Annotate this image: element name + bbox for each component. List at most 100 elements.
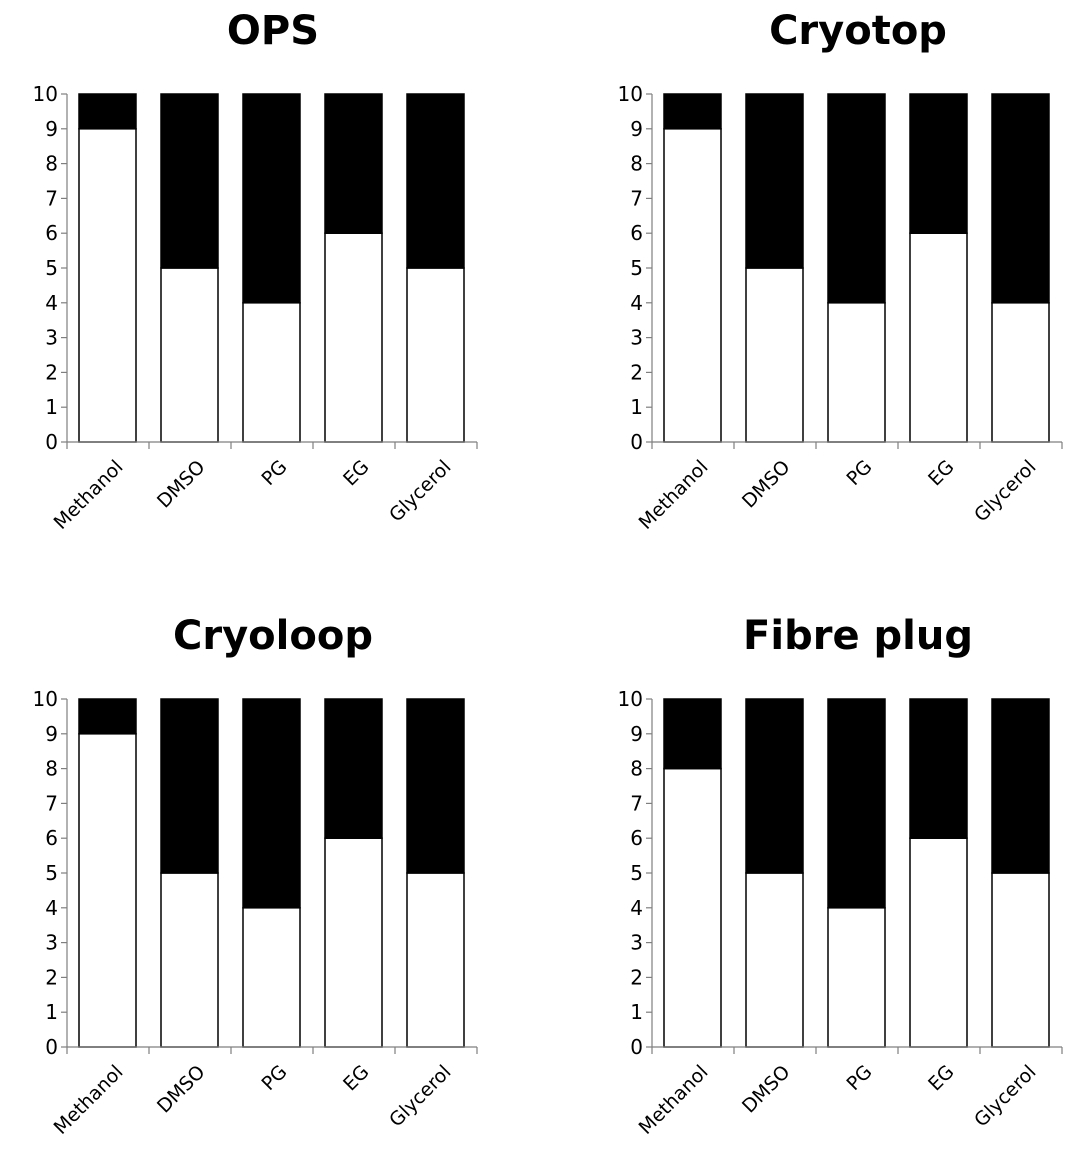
chart-cryoloop-y-tick-label: 2 — [45, 965, 58, 989]
chart-ops-y-tick-label: 7 — [45, 186, 58, 210]
chart-ops-bar-eg-black — [324, 93, 383, 234]
chart-fibre-plug-y-tick-label: 6 — [630, 826, 643, 850]
chart-cryoloop-x-label-pg: PG — [257, 1061, 291, 1095]
chart-ops-x-label-dmso: DMSO — [153, 456, 210, 513]
chart-cryoloop-y-tick-label: 4 — [45, 896, 58, 920]
chart-ops: OPS 0 1 2 3 4 5 6 7 8 9 10 Methanol DMSO PG EG Glycerol — [33, 8, 478, 534]
chart-cryotop-bar-eg-white — [909, 232, 968, 443]
chart-cryoloop-title: Cryoloop — [173, 613, 373, 659]
chart-ops-y-tick-label: 2 — [45, 360, 58, 384]
chart-ops-bar-dmso-white — [160, 267, 219, 443]
chart-cryotop-x-label-dmso: DMSO — [738, 456, 795, 513]
chart-ops-y-tick-label: 8 — [45, 152, 58, 176]
chart-ops-y-tick-label: 5 — [45, 256, 58, 280]
chart-ops-y-tick-label: 3 — [45, 326, 58, 350]
chart-cryoloop-bar-glycerol-black — [406, 698, 465, 874]
chart-fibre-plug-y-tick-label: 7 — [630, 791, 643, 815]
chart-ops-y-tick-label: 10 — [33, 82, 58, 106]
chart-cryotop-y-tick-label: 3 — [630, 326, 643, 350]
chart-cryotop-y-tick-label: 0 — [630, 430, 643, 454]
chart-cryoloop-bar-dmso-white — [160, 872, 219, 1048]
chart-panel-2: Cryotop 0 1 2 3 4 5 6 7 8 9 10 Methanol DMSO PG EG Glyce… — [585, 0, 1072, 580]
chart-cryoloop-x-label-methanol: Methanol — [50, 1061, 128, 1139]
chart-cryotop-y-tick-label: 10 — [618, 82, 643, 106]
chart-cryotop-bar-glycerol-white — [991, 302, 1050, 443]
chart-cryoloop-x-label-dmso: DMSO — [153, 1061, 210, 1118]
chart-ops-bar-methanol-white — [78, 128, 137, 443]
chart-fibre-plug-y-tick-label: 0 — [630, 1035, 643, 1059]
chart-cryoloop-y-tick-label: 5 — [45, 861, 58, 885]
chart-cryotop-bar-eg-black — [909, 93, 968, 234]
chart-fibre-plug-bar-dmso-black — [745, 698, 804, 874]
chart-fibre-plug-x-label-methanol: Methanol — [635, 1061, 713, 1139]
chart-cryotop-bar-methanol-white — [663, 128, 722, 443]
chart-fibre-plug-y-tick-label: 8 — [630, 757, 643, 781]
chart-cryotop-y-tick-label: 9 — [630, 117, 643, 141]
chart-fibre-plug: Fibre plug 0 1 2 3 4 5 6 7 8 9 10 Methanol DMSO PG EG Gl… — [618, 613, 1063, 1139]
chart-fibre-plug-bar-glycerol-white — [991, 872, 1050, 1048]
chart-ops-bar-methanol-black — [78, 93, 137, 130]
chart-fibre-plug-x-label-glycerol: Glycerol — [970, 1061, 1040, 1131]
chart-ops-y-tick-label: 6 — [45, 221, 58, 245]
chart-cryoloop-y-tick-label: 1 — [45, 1000, 58, 1024]
chart-fibre-plug-x-label-eg: EG — [924, 1061, 958, 1095]
chart-ops-x-label-eg: EG — [339, 456, 373, 490]
chart-cryoloop-y-tick-label: 6 — [45, 826, 58, 850]
chart-cryoloop-y-tick-label: 10 — [33, 687, 58, 711]
chart-cryotop-y-tick-label: 2 — [630, 360, 643, 384]
chart-fibre-plug-bar-dmso-white — [745, 872, 804, 1048]
chart-fibre-plug-bar-glycerol-black — [991, 698, 1050, 874]
chart-cryotop-y-tick-label: 6 — [630, 221, 643, 245]
chart-panel-3: Cryoloop 0 1 2 3 4 5 6 7 8 9 10 Methanol DMSO PG EG Glyc… — [0, 605, 536, 1160]
chart-cryoloop-y-tick-label: 9 — [45, 722, 58, 746]
chart-cryoloop-y-tick-label: 0 — [45, 1035, 58, 1059]
chart-cryoloop-bar-eg-white — [324, 837, 383, 1048]
chart-fibre-plug-y-tick-label: 5 — [630, 861, 643, 885]
chart-fibre-plug-x-label-pg: PG — [842, 1061, 876, 1095]
chart-ops-y-tick-label: 0 — [45, 430, 58, 454]
chart-ops-bar-glycerol-white — [406, 267, 465, 443]
chart-ops-bar-dmso-black — [160, 93, 219, 269]
chart-ops-bar-eg-white — [324, 232, 383, 443]
chart-cryotop-x-label-eg: EG — [924, 456, 958, 490]
chart-cryotop-x-label-glycerol: Glycerol — [970, 456, 1040, 526]
chart-cryoloop-bar-eg-black — [324, 698, 383, 839]
chart-cryoloop-y-tick-label: 8 — [45, 757, 58, 781]
chart-fibre-plug-y-tick-label: 2 — [630, 965, 643, 989]
chart-fibre-plug-title: Fibre plug — [743, 613, 973, 659]
chart-ops-y-tick-label: 9 — [45, 117, 58, 141]
chart-cryotop-y-tick-label: 4 — [630, 291, 643, 315]
chart-fibre-plug-y-tick-label: 1 — [630, 1000, 643, 1024]
chart-cryotop-bar-glycerol-black — [991, 93, 1050, 304]
chart-cryotop-y-tick-label: 8 — [630, 152, 643, 176]
chart-cryoloop: Cryoloop 0 1 2 3 4 5 6 7 8 9 10 Methanol DMSO PG EG Glyc… — [33, 613, 478, 1139]
chart-cryotop-y-tick-label: 1 — [630, 395, 643, 419]
chart-cryotop-x-label-methanol: Methanol — [635, 456, 713, 534]
chart-ops-bar-pg-white — [242, 302, 301, 443]
chart-cryotop-bar-pg-black — [827, 93, 886, 304]
chart-ops-title: OPS — [227, 8, 319, 54]
chart-cryoloop-bar-pg-black — [242, 698, 301, 909]
chart-cryotop-y-tick-label: 5 — [630, 256, 643, 280]
chart-fibre-plug-bar-pg-white — [827, 907, 886, 1048]
chart-cryotop-bar-methanol-black — [663, 93, 722, 130]
chart-cryotop-bar-dmso-black — [745, 93, 804, 269]
chart-fibre-plug-bar-eg-white — [909, 837, 968, 1048]
chart-cryotop-bar-pg-white — [827, 302, 886, 443]
chart-cryotop-x-label-pg: PG — [842, 456, 876, 490]
chart-cryotop-y-tick-label: 7 — [630, 186, 643, 210]
chart-fibre-plug-y-tick-label: 4 — [630, 896, 643, 920]
chart-cryoloop-bar-dmso-black — [160, 698, 219, 874]
chart-fibre-plug-y-tick-label: 10 — [618, 687, 643, 711]
chart-fibre-plug-y-tick-label: 9 — [630, 722, 643, 746]
chart-cryoloop-y-tick-label: 7 — [45, 791, 58, 815]
chart-cryoloop-x-label-glycerol: Glycerol — [385, 1061, 455, 1131]
chart-cryoloop-bar-methanol-black — [78, 698, 137, 735]
chart-panel-4: Fibre plug 0 1 2 3 4 5 6 7 8 9 10 Methanol DMSO PG EG Gl… — [585, 605, 1072, 1160]
chart-fibre-plug-y-tick-label: 3 — [630, 931, 643, 955]
chart-panel-1: OPS 0 1 2 3 4 5 6 7 8 9 10 Methanol DMSO PG EG Glycerol — [0, 0, 536, 580]
chart-fibre-plug-x-label-dmso: DMSO — [738, 1061, 795, 1118]
chart-ops-x-label-methanol: Methanol — [50, 456, 128, 534]
chart-cryoloop-bar-methanol-white — [78, 733, 137, 1048]
